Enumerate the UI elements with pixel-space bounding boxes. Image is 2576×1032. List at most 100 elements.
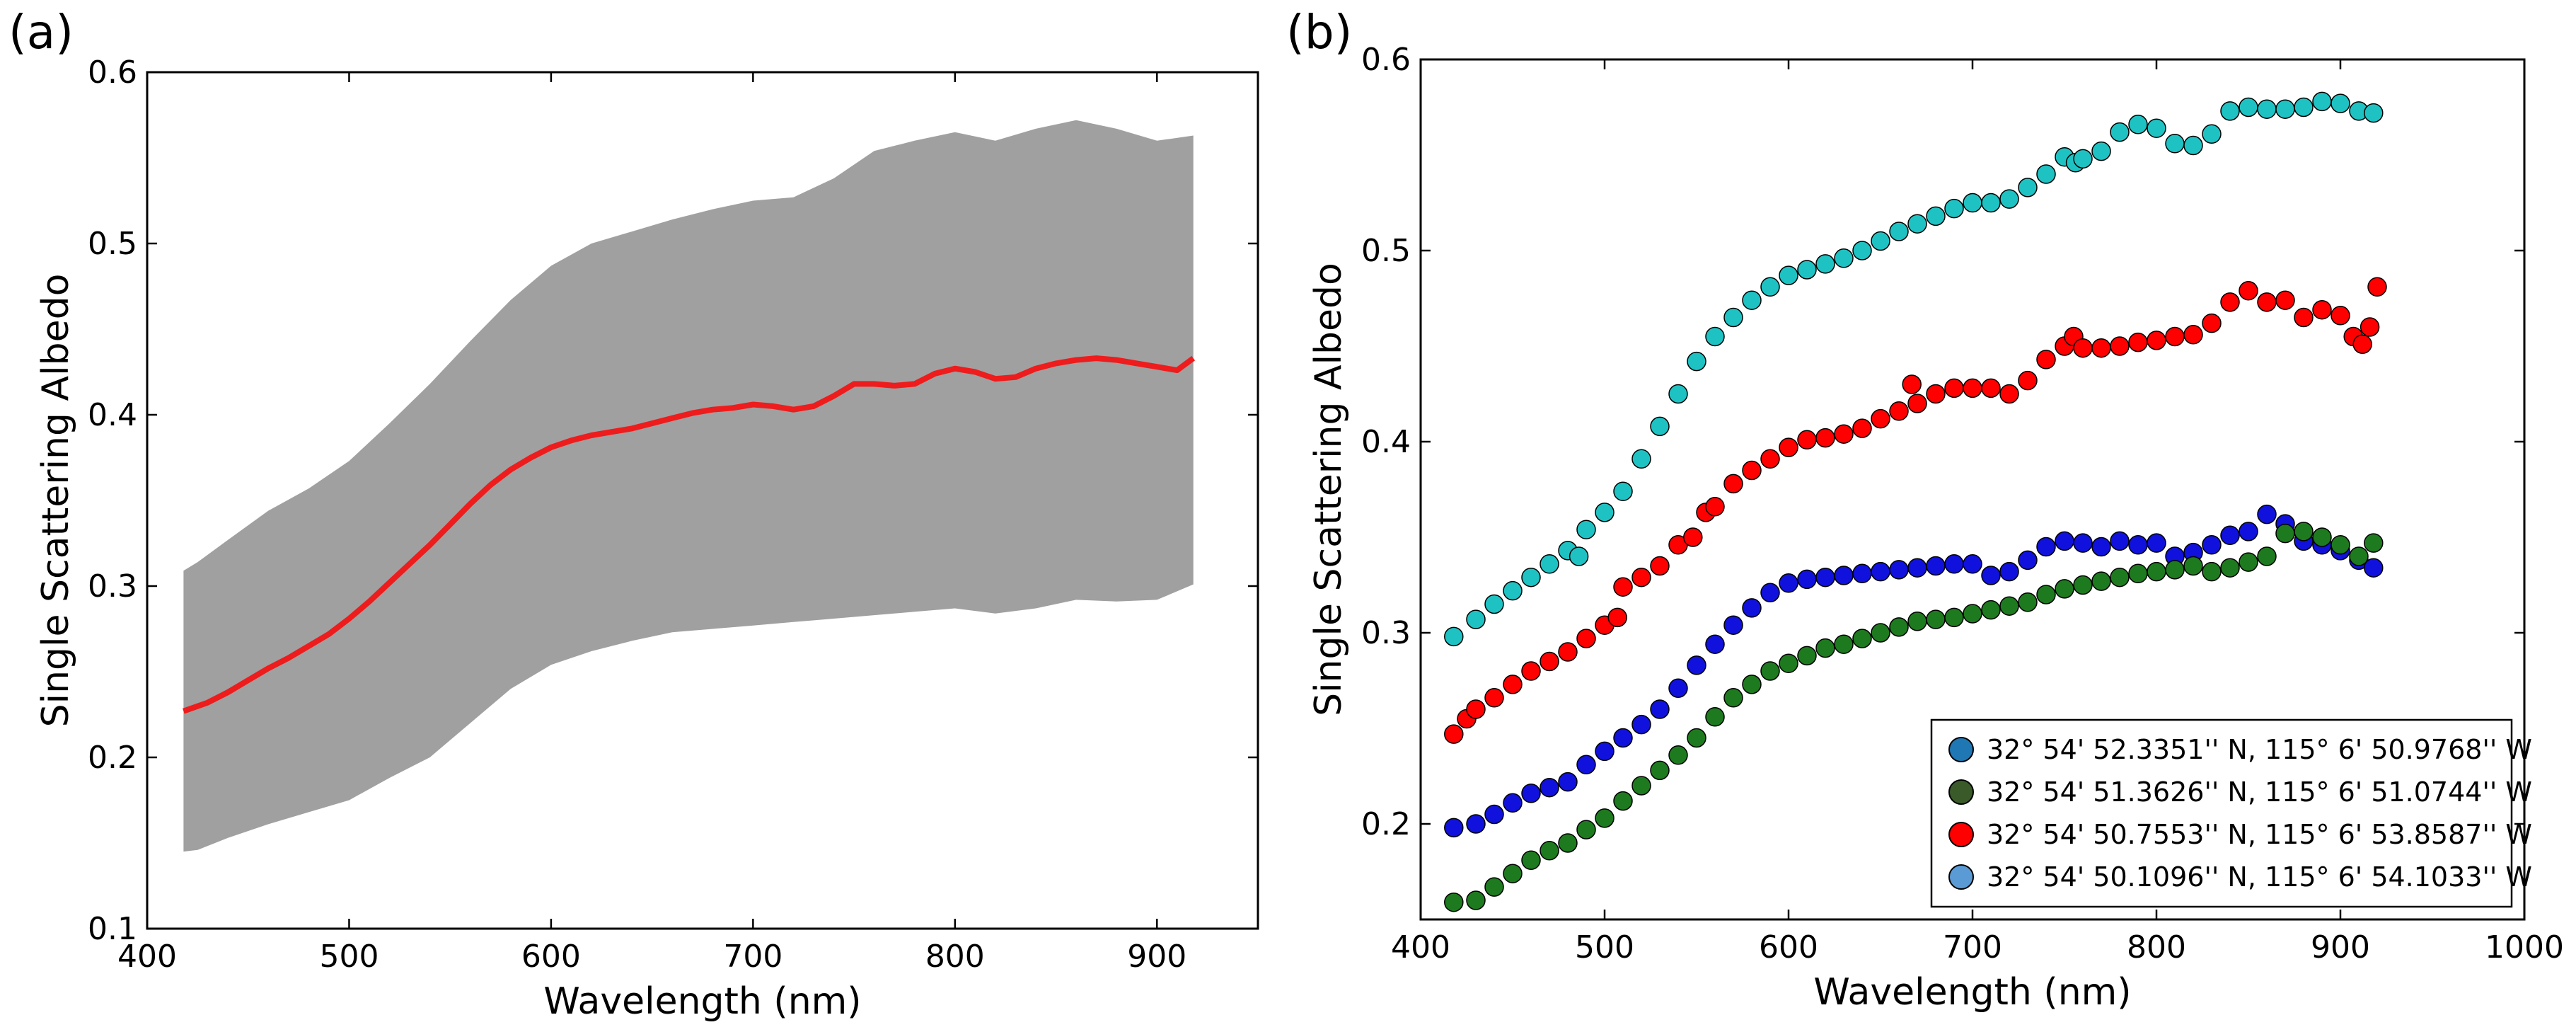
point-red [1760, 449, 1780, 469]
point-cyan [1797, 260, 1817, 280]
point-blue [1779, 573, 1798, 593]
point-red [2330, 306, 2350, 326]
point-green [1687, 728, 1706, 748]
b-points-layer [1444, 91, 2387, 912]
point-blue [1466, 814, 1486, 834]
point-green [1613, 791, 1633, 811]
point-cyan [1613, 481, 1633, 501]
series-blue [1444, 504, 2384, 838]
point-blue [1797, 569, 1817, 590]
point-blue [1503, 793, 1523, 813]
point-green [2073, 575, 2093, 595]
chart-b-x-tick-label: 600 [1759, 929, 1818, 965]
point-cyan [2364, 103, 2384, 123]
point-red [2183, 325, 2203, 345]
point-red [2128, 332, 2148, 352]
chart-b-legend: 32° 54' 52.3351'' N, 115° 6' 50.9768'' W… [1930, 718, 2532, 908]
point-red [2110, 336, 2130, 356]
point-red [1503, 675, 1523, 694]
point-red [1926, 384, 1946, 404]
uncertainty-band [183, 120, 1194, 852]
point-cyan [1852, 241, 1872, 260]
point-cyan [1815, 254, 1835, 274]
series-cyan [1444, 91, 2384, 647]
point-blue [1668, 678, 1688, 699]
point-cyan [1466, 609, 1486, 629]
point-green [1871, 623, 1890, 643]
legend-label: 32° 54' 51.3626'' N, 115° 6' 51.0744'' W [1987, 776, 2532, 808]
point-green [2202, 561, 2222, 582]
legend-marker [1948, 822, 1974, 847]
chart-b-y-tick-label: 0.3 [1361, 615, 1411, 651]
point-green [2128, 563, 2148, 584]
point-cyan [1521, 567, 1541, 587]
point-red [1631, 567, 1651, 587]
chart-b-x-axis-label: Wavelength (nm) [1813, 971, 2131, 1014]
point-cyan [1503, 580, 1523, 601]
chart-b: 400 500 600 700 800 900 1000 0.2 0.3 0.4 0.5 0.6 Wa… [1307, 42, 2564, 1014]
point-red [1521, 661, 1541, 681]
point-green [1742, 675, 1762, 694]
point-cyan [2239, 97, 2258, 117]
point-green [2036, 585, 2056, 604]
point-blue [1595, 741, 1615, 762]
point-red [2073, 338, 2093, 358]
point-red [1607, 607, 1627, 628]
legend-box [1930, 718, 2513, 908]
point-cyan [1650, 416, 1670, 437]
point-blue [1999, 561, 2019, 582]
point-blue [1484, 804, 1504, 825]
chart-a-y-axis-label: Single Scattering Albedo [35, 274, 77, 728]
point-green [1907, 612, 1927, 631]
point-red [1907, 394, 1927, 413]
point-blue [1871, 561, 1890, 582]
point-red [1723, 474, 1743, 494]
point-blue [1687, 655, 1706, 675]
point-cyan [1484, 594, 1504, 614]
point-green [1926, 609, 1946, 629]
point-red [1705, 497, 1725, 517]
point-blue [2073, 533, 2093, 553]
point-red [2202, 313, 2222, 333]
point-blue [1540, 777, 1559, 798]
point-cyan [2183, 135, 2203, 156]
point-blue [1742, 598, 1762, 618]
point-green [2147, 561, 2166, 582]
point-red [1613, 577, 1633, 597]
point-green [2349, 546, 2369, 566]
mean-albedo-line [183, 355, 1196, 714]
point-red [1981, 378, 2001, 399]
chart-b-ticks: 400 500 600 700 800 900 1000 0.2 0.3 0.4 0.5 0.6 [1361, 42, 2564, 965]
point-cyan [2294, 97, 2314, 117]
point-red [1999, 384, 2019, 404]
chart-b-y-tick-label: 0.5 [1361, 233, 1411, 269]
point-blue [1926, 556, 1946, 576]
point-blue [1650, 699, 1670, 719]
point-blue [1558, 772, 1578, 792]
point-green [2018, 592, 2038, 612]
point-green [1889, 617, 1909, 637]
point-red [1540, 651, 1559, 672]
point-cyan [1889, 222, 1909, 241]
point-blue [2364, 558, 2384, 578]
chart-b-x-tick-label: 400 [1391, 929, 1450, 965]
chart-a-x-axis-label: Wavelength (nm) [543, 980, 861, 1023]
point-red [2018, 370, 2038, 391]
point-green [1668, 745, 1688, 765]
point-red [1889, 401, 1909, 421]
point-blue [2110, 531, 2130, 551]
point-blue [1705, 634, 1725, 654]
point-green [1576, 820, 1596, 839]
point-cyan [1595, 503, 1615, 522]
point-cyan [2018, 178, 2038, 197]
point-green [1444, 892, 1464, 912]
point-blue [1963, 554, 1982, 574]
series-red [1444, 277, 2387, 744]
chart-b-x-tick-label: 800 [2127, 929, 2186, 965]
a-mean-line-layer [183, 355, 1196, 714]
point-cyan [2220, 101, 2240, 121]
point-cyan [2073, 149, 2093, 169]
point-green [1521, 850, 1541, 871]
point-green [1815, 638, 1835, 658]
